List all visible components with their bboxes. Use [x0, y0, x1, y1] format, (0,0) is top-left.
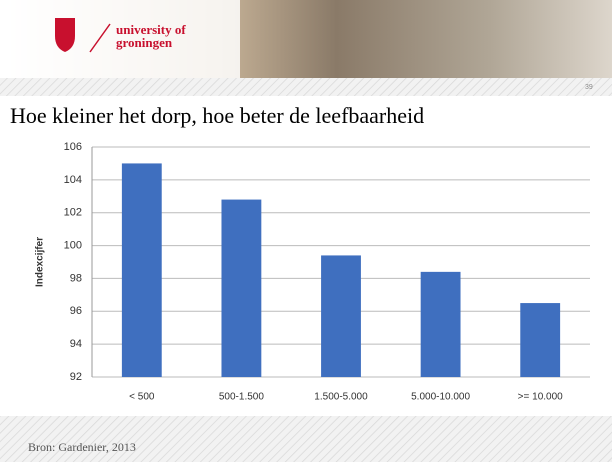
- bar: [121, 163, 162, 377]
- y-tick-label: 104: [64, 174, 82, 186]
- page-number: 39: [585, 84, 593, 91]
- x-tick-label: >= 10.000: [518, 392, 563, 403]
- x-tick-label: < 500: [129, 392, 155, 403]
- slide-title: Hoe kleiner het dorp, hoe beter de leefb…: [10, 103, 424, 128]
- y-tick-label: 100: [64, 239, 82, 251]
- y-tick-label: 106: [64, 141, 82, 153]
- x-tick-label: 1.500-5.000: [314, 392, 368, 403]
- hatch-band: [0, 78, 612, 96]
- footer-band: [0, 416, 612, 462]
- x-tick-label: 500-1.500: [219, 392, 264, 403]
- bar: [420, 271, 461, 377]
- plot: 92 94 96 98 100 102 104 106 < 500 500-1.500 1.500-…: [64, 141, 590, 403]
- x-tick-label: 5.000-10.000: [411, 392, 470, 403]
- y-axis-label: Indexcijfer: [35, 237, 46, 287]
- y-tick-label: 94: [70, 338, 82, 350]
- source: Bron: Gardenier, 2013: [28, 440, 136, 454]
- logo-crest: [55, 18, 75, 52]
- y-tick-label: 96: [70, 305, 82, 317]
- y-tick-label: 102: [64, 207, 82, 219]
- bar: [520, 303, 561, 377]
- y-tick-label: 98: [70, 272, 82, 284]
- logo-text: groningen: [116, 35, 173, 50]
- bar: [321, 255, 361, 377]
- logo-slash: [89, 23, 111, 53]
- header-fade: [0, 0, 240, 80]
- y-tick-label: 92: [70, 371, 82, 383]
- bar: [221, 199, 262, 377]
- logo-text: university of: [116, 22, 186, 37]
